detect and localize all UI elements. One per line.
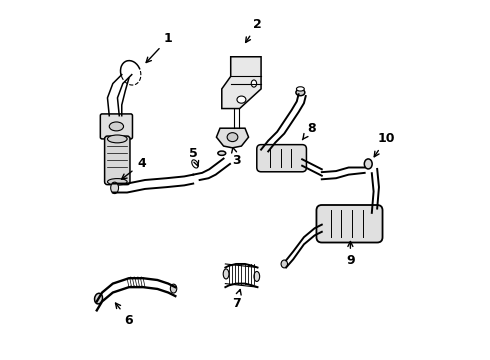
Text: 9: 9 bbox=[346, 242, 355, 267]
Text: 2: 2 bbox=[245, 18, 262, 42]
Polygon shape bbox=[217, 128, 248, 148]
Text: 1: 1 bbox=[146, 32, 172, 63]
Ellipse shape bbox=[296, 89, 305, 96]
Ellipse shape bbox=[218, 151, 226, 156]
Ellipse shape bbox=[254, 271, 260, 282]
Text: 3: 3 bbox=[232, 148, 241, 167]
Text: 8: 8 bbox=[302, 122, 316, 140]
Text: 5: 5 bbox=[189, 147, 198, 166]
Text: 7: 7 bbox=[232, 289, 241, 310]
FancyBboxPatch shape bbox=[257, 145, 306, 172]
Ellipse shape bbox=[109, 122, 123, 131]
Ellipse shape bbox=[296, 87, 304, 91]
FancyBboxPatch shape bbox=[317, 205, 383, 243]
FancyBboxPatch shape bbox=[100, 114, 132, 139]
Ellipse shape bbox=[107, 179, 127, 185]
Text: 4: 4 bbox=[122, 157, 146, 179]
Ellipse shape bbox=[223, 269, 229, 279]
Ellipse shape bbox=[111, 182, 119, 194]
Polygon shape bbox=[222, 57, 261, 109]
Text: 6: 6 bbox=[116, 303, 133, 327]
Ellipse shape bbox=[171, 284, 177, 293]
Ellipse shape bbox=[227, 133, 238, 141]
Ellipse shape bbox=[107, 135, 127, 143]
Ellipse shape bbox=[237, 96, 246, 103]
Ellipse shape bbox=[192, 160, 198, 168]
Text: 10: 10 bbox=[374, 132, 395, 157]
Ellipse shape bbox=[281, 260, 288, 268]
Ellipse shape bbox=[364, 159, 372, 169]
Ellipse shape bbox=[95, 293, 102, 304]
Ellipse shape bbox=[251, 80, 257, 87]
FancyBboxPatch shape bbox=[104, 136, 130, 185]
